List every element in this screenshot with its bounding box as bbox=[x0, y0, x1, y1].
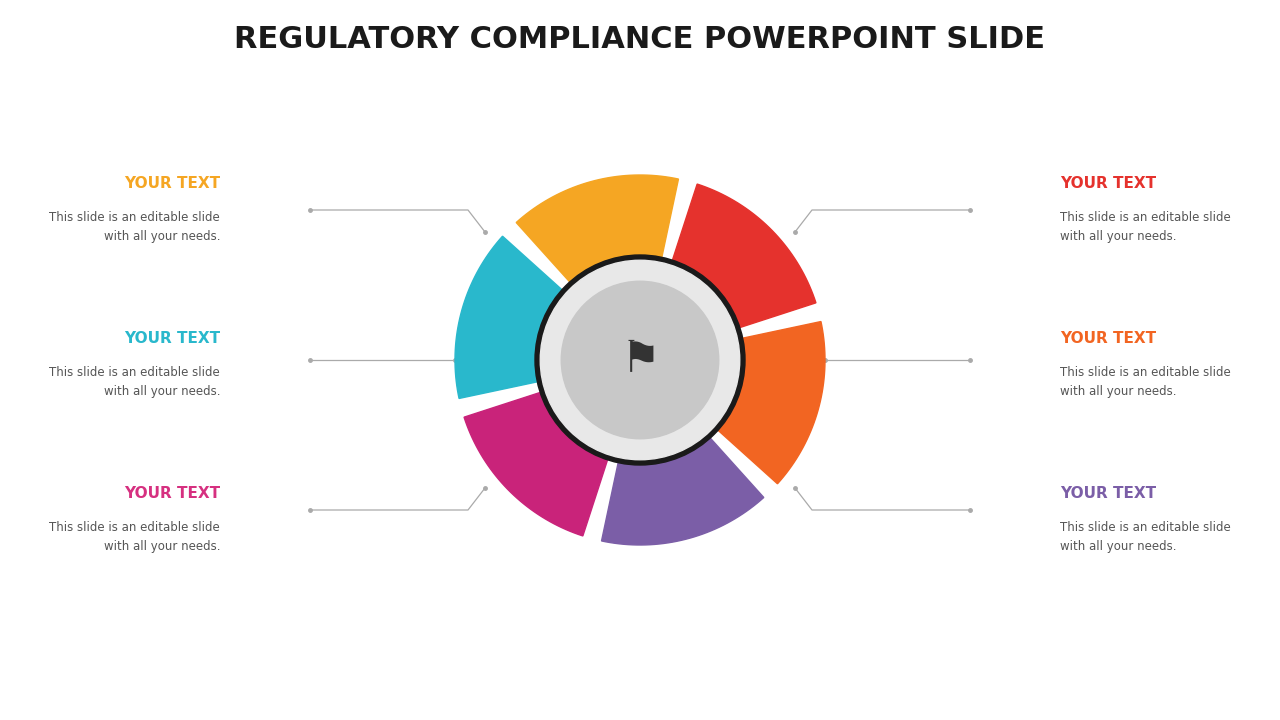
Circle shape bbox=[535, 255, 745, 465]
Polygon shape bbox=[454, 236, 570, 398]
Text: This slide is an editable slide
with all your needs.: This slide is an editable slide with all… bbox=[1060, 521, 1231, 553]
Polygon shape bbox=[672, 184, 815, 328]
Text: YOUR TEXT: YOUR TEXT bbox=[124, 176, 220, 191]
Text: This slide is an editable slide
with all your needs.: This slide is an editable slide with all… bbox=[1060, 211, 1231, 243]
Circle shape bbox=[540, 260, 740, 460]
Text: REGULATORY COMPLIANCE POWERPOINT SLIDE: REGULATORY COMPLIANCE POWERPOINT SLIDE bbox=[234, 25, 1046, 55]
Polygon shape bbox=[710, 322, 826, 484]
Text: This slide is an editable slide
with all your needs.: This slide is an editable slide with all… bbox=[1060, 366, 1231, 398]
Text: YOUR TEXT: YOUR TEXT bbox=[1060, 485, 1156, 500]
Polygon shape bbox=[465, 392, 608, 536]
Text: YOUR TEXT: YOUR TEXT bbox=[124, 485, 220, 500]
Text: This slide is an editable slide
with all your needs.: This slide is an editable slide with all… bbox=[49, 366, 220, 398]
Polygon shape bbox=[516, 175, 678, 289]
Polygon shape bbox=[602, 431, 764, 545]
Circle shape bbox=[561, 282, 719, 438]
Text: ⚑: ⚑ bbox=[620, 338, 660, 382]
Text: This slide is an editable slide
with all your needs.: This slide is an editable slide with all… bbox=[49, 211, 220, 243]
Text: YOUR TEXT: YOUR TEXT bbox=[124, 330, 220, 346]
Text: YOUR TEXT: YOUR TEXT bbox=[1060, 330, 1156, 346]
Text: YOUR TEXT: YOUR TEXT bbox=[1060, 176, 1156, 191]
Text: This slide is an editable slide
with all your needs.: This slide is an editable slide with all… bbox=[49, 521, 220, 553]
